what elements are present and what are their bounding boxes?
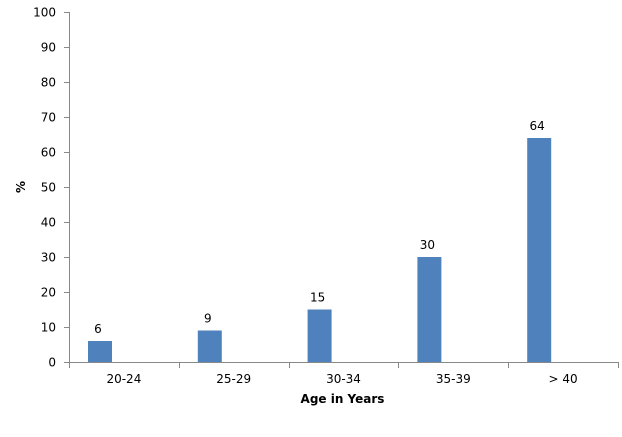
y-tick-label: 90 (41, 41, 56, 55)
bar-value-label: 15 (310, 291, 325, 305)
bar (527, 138, 552, 362)
bar (88, 341, 112, 362)
y-tick-label: 40 (41, 216, 56, 230)
bars (88, 138, 552, 362)
y-tick-label: 60 (41, 146, 56, 160)
y-tick-label: 30 (41, 251, 56, 265)
data-labels: 6 9 15 30 64 (94, 119, 545, 336)
bar (197, 330, 222, 362)
y-tick-label: 0 (48, 356, 56, 370)
y-tick-label: 100 (33, 6, 56, 20)
y-tick-label: 50 (41, 181, 56, 195)
x-axis-title: Age in Years (301, 392, 385, 406)
x-tick-label: > 40 (549, 372, 578, 386)
x-tick-label: 35-39 (436, 372, 471, 386)
y-tick-label: 20 (41, 286, 56, 300)
y-axis-title: % (14, 181, 28, 193)
bar-value-label: 6 (94, 322, 102, 336)
x-ticks: 20-24 25-29 30-34 35-39 > 40 (69, 362, 619, 386)
x-tick-label: 20-24 (106, 372, 141, 386)
y-ticks: 0 10 20 30 40 50 60 70 80 90 100 (33, 6, 69, 370)
bar (417, 257, 442, 362)
y-tick-label: 70 (41, 111, 56, 125)
x-tick-label: 25-29 (216, 372, 251, 386)
bar-value-label: 30 (420, 238, 435, 252)
x-tick-label: 30-34 (326, 372, 361, 386)
bar (307, 309, 332, 362)
y-tick-label: 80 (41, 76, 56, 90)
y-tick-label: 10 (41, 321, 56, 335)
bar-value-label: 64 (530, 119, 545, 133)
bar-value-label: 9 (204, 312, 212, 326)
